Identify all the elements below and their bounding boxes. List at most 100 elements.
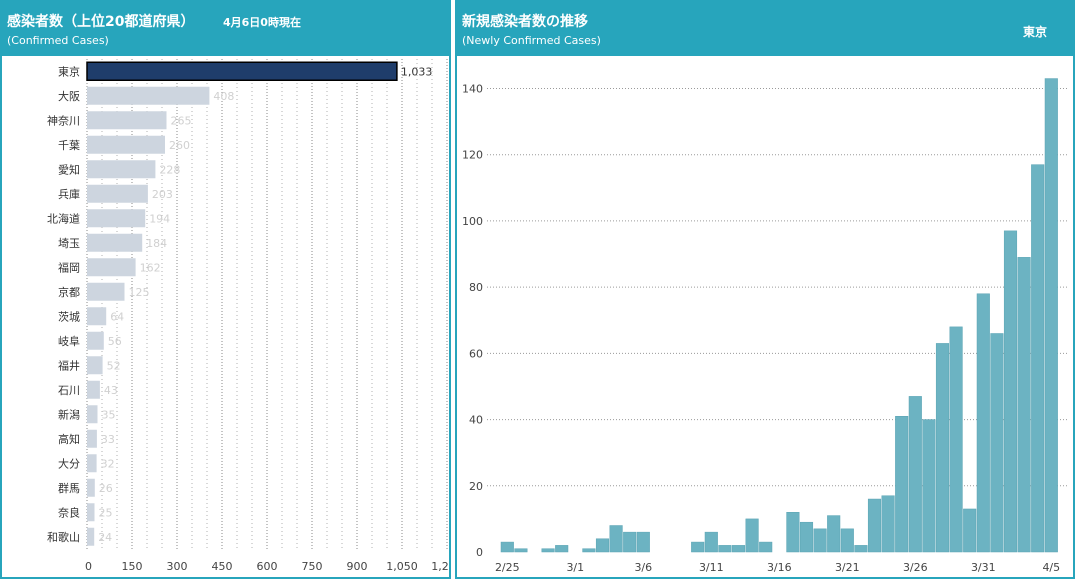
x-tick-label: 3/26 [903,561,928,574]
y-tick-label: 60 [469,347,483,360]
column-bar [827,515,841,553]
column-bar [867,498,882,553]
category-label: 愛知 [58,162,80,176]
bar [87,233,143,252]
column-bar [963,508,977,553]
x-tick-label: 900 [347,560,368,573]
bar-value-label: 228 [159,163,180,176]
bar-value-label: 125 [129,286,150,299]
x-tick-label: 2/25 [495,561,520,574]
column-bar [759,541,773,553]
y-tick-label: 140 [462,82,483,95]
column-bar [935,343,950,553]
bar [87,111,167,130]
bar [87,258,136,277]
bar-value-label: 43 [104,384,118,397]
x-tick-label: 1,200 [431,560,449,573]
column-bar [745,518,759,553]
bar-value-label: 33 [101,433,115,446]
x-tick-label: 4/5 [1042,561,1060,574]
bar [87,86,210,105]
confirmed-cases-panel: 感染者数（上位20都道府県） 4月6日0時現在 (Confirmed Cases… [0,0,451,579]
x-tick-label: 150 [122,560,143,573]
bar [87,454,97,473]
column-bar [976,293,990,553]
x-tick-label: 3/6 [634,561,652,574]
x-tick-label: 1,050 [386,560,418,573]
column-bar [908,396,922,553]
category-label: 東京 [58,64,80,78]
bar [87,478,95,497]
bar-value-label: 32 [101,457,115,470]
bar [87,307,107,326]
column-bar [1003,230,1018,553]
x-tick-label: 300 [167,560,188,573]
bar [87,331,104,350]
bar-value-label: 1,033 [401,65,433,78]
category-label: 神奈川 [47,113,80,127]
category-label: 大分 [58,456,80,470]
bar [87,160,156,179]
bar [87,209,146,228]
category-label: 奈良 [58,505,80,519]
column-bar [799,521,814,553]
column-bar [813,528,827,553]
bar [87,380,100,399]
x-tick-label: 3/31 [971,561,996,574]
bar-value-label: 52 [107,359,121,372]
bar [87,429,97,448]
column-bar [949,326,963,553]
x-tick-label: 3/21 [835,561,860,574]
column-bar [609,525,623,553]
x-tick-label: 3/11 [699,561,724,574]
y-tick-label: 80 [469,281,483,294]
category-label: 群馬 [58,481,80,495]
bar-value-label: 194 [149,212,170,225]
category-label: 千葉 [58,138,80,152]
column-bar [514,548,528,553]
bar-value-label: 25 [99,506,113,519]
column-bar [881,495,895,553]
column-bar [718,545,732,553]
column-bar [623,531,637,553]
bar-value-label: 56 [108,335,122,348]
column-bar [922,419,936,553]
new-cases-header: 新規感染者数の推移 (Newly Confirmed Cases) 東京 [457,2,1073,56]
column-bar [895,416,909,553]
y-tick-label: 100 [462,215,483,228]
bar-value-label: 203 [152,188,173,201]
bar-value-label: 184 [146,237,167,250]
bar-value-label: 35 [102,408,116,421]
new-cases-subtitle: (Newly Confirmed Cases) [462,34,601,47]
bar [87,527,95,546]
category-label: 和歌山 [47,530,80,544]
column-bar [555,545,569,553]
column-bar [990,333,1004,553]
bar [87,282,125,301]
selected-region-label: 東京 [1022,25,1047,39]
category-label: 京都 [58,285,80,299]
bar [87,135,165,154]
y-tick-label: 0 [476,546,483,559]
category-label: 福井 [58,358,80,372]
bar-value-label: 64 [110,310,124,323]
column-bar [595,538,610,553]
column-bar [786,512,800,553]
category-label: 岐阜 [58,335,80,348]
category-label: 兵庫 [58,187,80,201]
column-bar [1044,78,1058,553]
x-tick-label: 600 [257,560,278,573]
bar-value-label: 162 [140,261,161,274]
x-tick-label: 3/1 [566,561,584,574]
column-bar [731,545,746,553]
column-bar [840,528,854,553]
x-tick-label: 450 [212,560,233,573]
bar [87,503,95,522]
bar-value-label: 26 [99,482,113,495]
column-bar [636,531,650,553]
column-bar [582,548,596,553]
x-tick-label: 0 [85,560,92,573]
bar [87,184,148,203]
y-tick-label: 120 [462,149,483,162]
bar [87,356,103,375]
